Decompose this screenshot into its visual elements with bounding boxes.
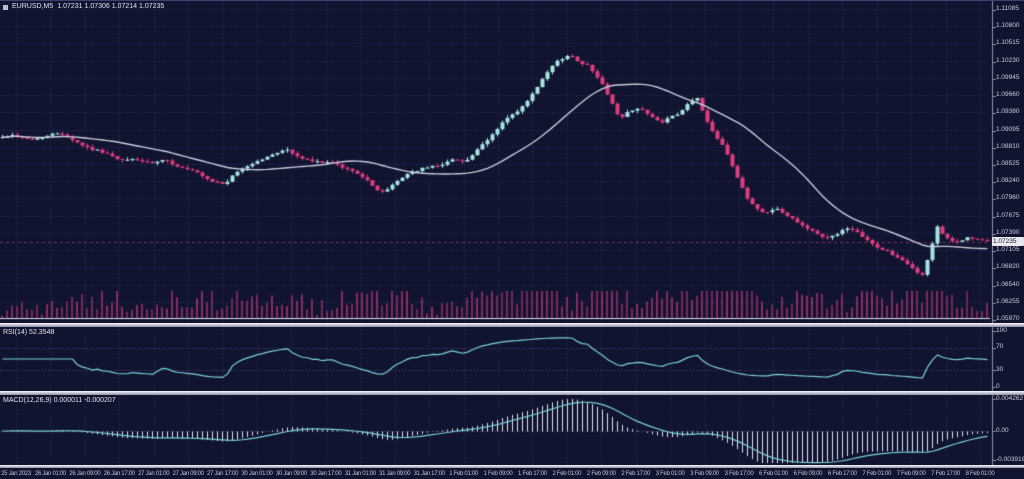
time-axis-label: 31 Jan 09:00 (379, 471, 411, 477)
time-axis-label: 27 Jan 17:00 (207, 471, 239, 477)
time-axis-label: 6 Feb 09:00 (793, 471, 823, 477)
time-axis-label: 1 Feb 09:00 (483, 471, 513, 477)
time-axis-label: 31 Jan 17:00 (413, 471, 445, 477)
time-axis-label: 26 Jan 17:00 (103, 471, 135, 477)
time-axis-label: 30 Jan 09:00 (275, 471, 307, 477)
current-price-tag: 1.07235 (992, 237, 1024, 247)
time-axis-label: 3 Feb 17:00 (724, 471, 754, 477)
time-axis-label: 7 Feb 01:00 (862, 471, 892, 477)
main-chart-panel[interactable]: EURUSD,M5 1.07231 1.07306 1.07214 1.0723… (0, 1, 1024, 323)
macd-axis-tick: -0.003918 (996, 455, 1024, 463)
time-axis-label: 2 Feb 17:00 (621, 471, 651, 477)
time-axis-label: 7 Feb 09:00 (896, 471, 926, 477)
macd-axis-tick: 0.004262 (996, 394, 1024, 402)
macd-axis-tick: 0.00 (996, 426, 1009, 434)
panel-splitter-1[interactable] (0, 323, 1024, 327)
price-axis-tick: 1.06820 (996, 263, 1020, 270)
price-axis-tick: 1.09380 (996, 108, 1020, 115)
macd-chart-canvas[interactable] (0, 395, 1024, 465)
chart-legend: EURUSD,M5 1.07231 1.07306 1.07214 1.0723… (3, 3, 164, 11)
time-axis-label: 1 Feb 17:00 (518, 471, 547, 477)
price-axis-tick: 1.07960 (996, 194, 1020, 201)
time-axis-label: 31 Jan 01:00 (344, 471, 376, 477)
price-axis-tick: 1.10230 (996, 57, 1020, 64)
time-axis-label: 3 Feb 09:00 (690, 471, 719, 477)
price-axis-tick: 1.10800 (996, 22, 1020, 29)
price-axis-tick: 1.07675 (996, 212, 1020, 219)
macd-panel[interactable]: MACD(12,26,9) 0.000011 -0.000207 0.00426… (0, 395, 1024, 465)
time-axis-label: 30 Jan 01:00 (241, 471, 273, 477)
panel-splitter-2[interactable] (0, 391, 1024, 395)
price-chart-canvas[interactable] (0, 1, 1024, 323)
price-axis-tick: 1.08240 (996, 177, 1020, 184)
price-axis-tick: 1.05970 (996, 315, 1020, 322)
time-axis[interactable]: 25 Jan 2023 26 Jan 01:00 26 Jan 09:00 26 Ja… (0, 468, 1024, 479)
macd-legend: MACD(12,26,9) 0.000011 -0.000207 (3, 397, 116, 405)
price-axis-tick: 1.09660 (996, 91, 1020, 98)
time-axis-label: 26 Jan 09:00 (69, 471, 101, 477)
time-axis-label: 26 Jan 01:00 (34, 471, 66, 477)
time-axis-label: 2 Feb 01:00 (552, 471, 582, 477)
symbol-timeframe-label: EURUSD,M5 (12, 3, 54, 10)
time-axis-label: 1 Feb 01:00 (449, 471, 478, 477)
price-axis-tick: 1.09095 (996, 126, 1020, 133)
price-axis-tick: 1.08810 (996, 143, 1020, 150)
time-axis-label: 30 Jan 17:00 (310, 471, 342, 477)
price-axis-tick: 1.06540 (996, 281, 1020, 288)
time-axis-label: 25 Jan 2023 (1, 471, 31, 477)
price-axis-tick: 1.07390 (996, 229, 1020, 236)
rsi-axis-tick: 0 (996, 382, 1000, 390)
price-axis-tick: 1.10515 (996, 39, 1020, 46)
price-axis[interactable]: 1.11085 1.10800 1.10515 1.10230 1.09945 1.096… (992, 1, 1024, 323)
price-axis-tick: 1.08525 (996, 160, 1020, 167)
time-axis-label: 27 Jan 01:00 (138, 471, 170, 477)
time-axis-label: 6 Feb 17:00 (827, 471, 857, 477)
price-axis-tick: 1.07105 (996, 246, 1020, 253)
time-axis-label: 6 Feb 01:00 (759, 471, 788, 477)
rsi-label: RSI(14) 52.3548 (3, 329, 55, 336)
time-axis-label: 3 Feb 01:00 (655, 471, 685, 477)
rsi-axis[interactable]: 100 70 30 0 (992, 327, 1024, 391)
rsi-axis-tick: 30 (996, 365, 1004, 373)
time-axis-label: 2 Feb 09:00 (586, 471, 616, 477)
price-axis-tick: 1.09945 (996, 74, 1020, 81)
rsi-axis-tick: 100 (996, 326, 1007, 334)
panel-splitter-3[interactable] (0, 465, 1024, 468)
time-axis-label: 27 Jan 09:00 (172, 471, 204, 477)
chart-marker-icon (3, 4, 8, 10)
price-axis-tick: 1.11085 (996, 5, 1020, 12)
rsi-chart-canvas[interactable] (0, 327, 1024, 391)
time-axis-label: 7 Feb 17:00 (931, 471, 960, 477)
ohlc-values: 1.07231 1.07306 1.07214 1.07235 (57, 3, 165, 10)
rsi-axis-tick: 70 (996, 343, 1004, 351)
macd-label: MACD(12,26,9) 0.000011 -0.000207 (3, 397, 116, 404)
time-axis-label: 8 Feb 01:00 (965, 471, 995, 477)
rsi-panel[interactable]: RSI(14) 52.3548 100 70 30 0 (0, 327, 1024, 391)
price-axis-tick: 1.06255 (996, 298, 1020, 305)
rsi-legend: RSI(14) 52.3548 (3, 329, 54, 337)
macd-axis[interactable]: 0.004262 0.00 -0.003918 (992, 395, 1024, 465)
